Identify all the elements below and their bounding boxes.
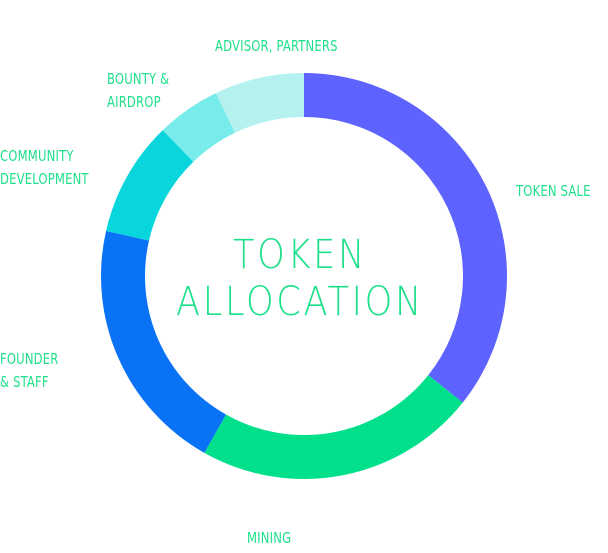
slice-bounty-airdrop	[162, 93, 236, 162]
slice-founder-staff	[100, 230, 226, 453]
label-bounty-airdrop-line-2: AIRDROP	[107, 93, 161, 111]
center-title-line-2: ALLOCATION	[175, 279, 424, 325]
label-advisor-partners: ADVISOR, PARTNERS	[215, 35, 338, 58]
center-title-line-1: TOKEN	[232, 232, 368, 278]
label-mining-line-1: MINING	[247, 529, 292, 547]
label-bounty-airdrop: BOUNTY & AIRDROP	[107, 68, 169, 114]
label-community-development-line-2: DEVELOPMENT	[0, 170, 89, 188]
label-community-development-line-1: COMMUNITY	[0, 147, 74, 165]
label-founder-staff: FOUNDER & STAFF	[0, 348, 59, 394]
label-community-development: COMMUNITY DEVELOPMENT	[0, 145, 89, 191]
label-bounty-airdrop-line-1: BOUNTY &	[107, 70, 170, 88]
label-founder-staff-line-2: & STAFF	[0, 373, 49, 391]
label-advisor-partners-line-1: ADVISOR, PARTNERS	[215, 37, 338, 55]
slice-token-sale	[304, 73, 507, 403]
label-token-sale-line-1: TOKEN SALE	[516, 182, 591, 200]
slice-mining	[204, 375, 463, 479]
label-mining: MINING	[247, 527, 291, 550]
slice-advisor-partners	[215, 73, 304, 133]
label-founder-staff-line-1: FOUNDER	[0, 350, 59, 368]
label-token-sale: TOKEN SALE	[516, 180, 591, 203]
slice-community-development	[106, 130, 194, 241]
